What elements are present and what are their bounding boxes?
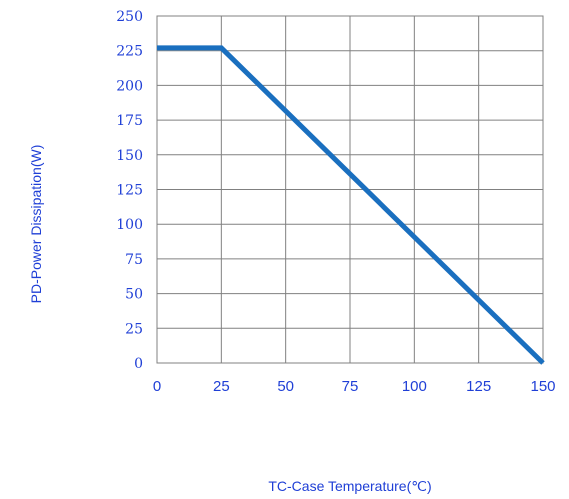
y-tick-label: 225 <box>116 44 143 60</box>
x-tick-label: 100 <box>402 378 427 395</box>
series-layer <box>157 45 545 365</box>
y-tick-label: 175 <box>116 113 143 129</box>
y-tick-label: 25 <box>125 321 143 337</box>
derating-curve <box>157 45 545 365</box>
y-tick-label: 75 <box>125 252 143 268</box>
y-tick-label: 50 <box>125 287 143 303</box>
x-axis-title: TC-Case Temperature(℃) <box>268 478 431 494</box>
x-tick-label: 75 <box>342 378 359 395</box>
y-tick-label: 150 <box>116 148 143 164</box>
x-tick-label: 125 <box>466 378 491 395</box>
x-tick-label: 150 <box>530 378 555 395</box>
y-tick-label: 125 <box>116 183 143 199</box>
y-axis-title: PD-Power Dissipation(W) <box>28 145 44 304</box>
y-tick-label: 100 <box>116 217 143 233</box>
x-tick-label: 0 <box>153 378 161 395</box>
x-tick-label: 25 <box>213 378 230 395</box>
y-tick-label: 0 <box>134 356 143 372</box>
plot-border <box>156 15 544 364</box>
y-tick-label: 200 <box>116 78 143 94</box>
x-tick-labels: 0 25 50 75 100 125 150 <box>153 378 556 395</box>
grid <box>156 15 544 364</box>
x-tick-label: 50 <box>277 378 294 395</box>
y-tick-label: 250 <box>116 9 143 25</box>
y-tick-labels: 0 25 50 75 100 125 150 175 200 225 250 <box>116 9 143 372</box>
